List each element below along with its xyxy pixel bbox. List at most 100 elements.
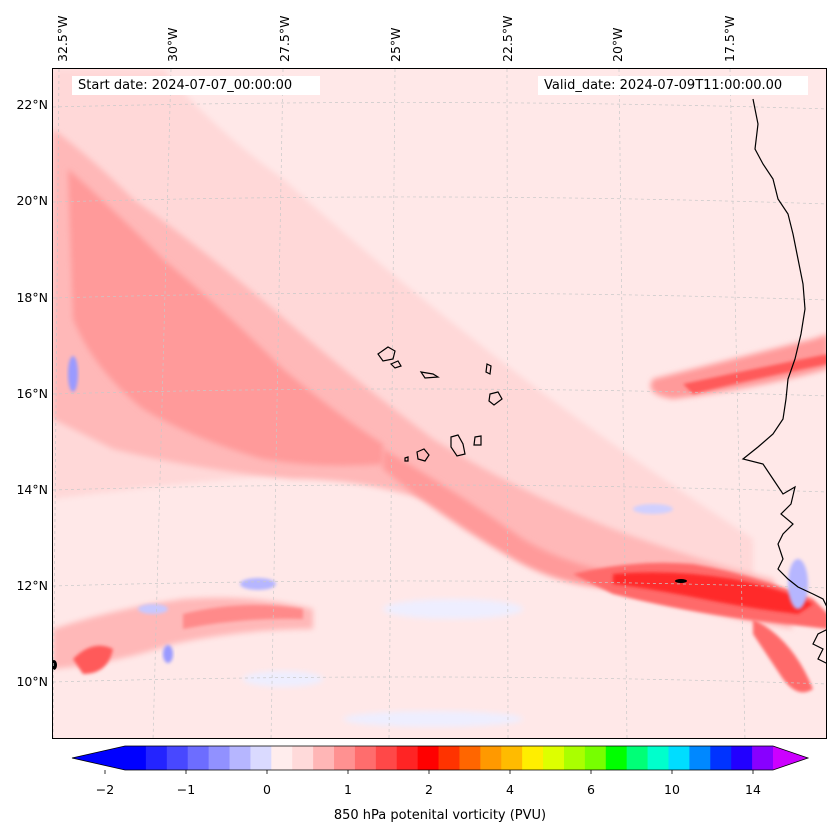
lon-label-32-5w: 32.5°W [55,15,70,62]
lon-label-17-5w: 17.5°W [722,15,737,62]
cbar-tick-neg2: −2 [95,782,115,797]
island-santiago [450,434,466,457]
colorbar-bin [668,746,690,770]
colorbar-bin [166,746,189,770]
island-sal [485,363,492,375]
gridline-lon-25w [388,69,396,738]
pv-spot-2 [53,660,57,670]
gridline-lat-12n [53,580,826,589]
lon-label-25w: 25°W [388,27,403,62]
pv-max-12n-core [613,572,813,614]
colorbar-outline [71,745,810,771]
start-date-text: Start date: 2024-07-07_00:00:00 [78,78,293,93]
colorbar-bin [229,746,252,770]
island-boa-vista [488,391,503,406]
gridline-lon-30w [152,69,172,738]
colorbar-bin [731,746,753,770]
pv-neg-patch-3 [138,604,168,614]
colorbar-bin [605,746,628,770]
colorbar-bin [710,746,732,770]
pv-max-coast [753,619,813,693]
colorbar-bin [563,746,586,770]
pv-band-northeast-core [683,354,826,394]
colorbar-bin [292,746,314,770]
gridline-lon-32-5w [53,69,60,738]
gridline-lat-14n [53,484,826,493]
island-santo-antao [377,346,396,362]
cbar-tick-6: 6 [587,782,595,797]
gridline-lon-17-5w [729,69,746,738]
colorbar-bin [501,746,523,770]
pv-contours [53,69,826,727]
valid-date-box: Valid_date: 2024-07-09T11:00:00.00 [538,76,808,95]
lat-label-12n: 12°N [16,578,48,593]
island-brava [404,456,409,462]
colorbar-bin [438,746,461,770]
island-maio [473,435,482,446]
lat-label-20n: 20°N [16,193,48,208]
gridline-lat-22n [53,102,826,110]
lon-label-27-5w: 27.5°W [277,15,292,62]
pv-neg-patch-6 [163,645,173,663]
island-sao-vicente [389,360,402,369]
colorbar-bin [647,746,670,770]
colorbar-bin [187,746,210,770]
pv-blob-southwest [73,645,113,674]
gridline-lat-16n [53,388,826,397]
pv-neg-patch-8 [243,671,323,687]
colorbar-bin [125,746,147,770]
lat-label-22n: 22°N [16,97,48,112]
colorbar-bin [752,746,774,770]
gridlines [53,69,826,738]
gridline-lat-18n [53,292,826,301]
colorbar-under-arrow [72,746,125,770]
gridline-lat-10n [53,676,826,685]
colorbar-bin [459,746,481,770]
colorbar-label: 850 hPa potenital vorticity (PVU) [333,808,547,823]
lon-label-30w: 30°W [165,27,180,62]
colorbar [71,745,810,774]
colorbar-bin [480,746,502,770]
lat-label-14n: 14°N [16,482,48,497]
cbar-tick-4: 4 [506,782,514,797]
colorbar-bin [626,746,649,770]
cbar-tick-1: 1 [344,782,352,797]
cbar-tick-14: 14 [745,782,761,797]
pv-neg-patch-5 [788,559,808,609]
gridline-lon-27-5w [270,69,284,738]
colorbar-bin [250,746,272,770]
colorbar-bin [313,746,335,770]
colorbar-over-arrow [773,746,808,770]
coastlines [377,98,826,664]
lon-label-22-5w: 22.5°W [500,15,515,62]
pv-spot-1 [675,579,687,583]
cbar-tick-0: 0 [263,782,271,797]
cbar-tick-10: 10 [664,782,680,797]
colorbar-bin [396,746,419,770]
map-panel [52,68,827,739]
island-fogo [416,448,430,462]
colorbar-bin [689,746,711,770]
lat-label-10n: 10°N [16,674,48,689]
gridline-lon-22-5w [506,69,509,738]
pv-neg-patch-9 [343,711,523,727]
pv-neg-patch-1 [68,356,78,392]
pv-neg-patch-2 [240,578,276,590]
cbar-tick-2: 2 [425,782,433,797]
lat-label-18n: 18°N [16,290,48,305]
colorbar-bin [334,746,356,770]
colorbar-bin [543,746,565,770]
start-date-box: Start date: 2024-07-07_00:00:00 [72,76,320,95]
colorbar-bin [145,746,168,770]
cbar-tick-neg1: −1 [176,782,196,797]
colorbar-bin [584,746,607,770]
gridline-lat-20n [53,196,826,205]
pv-band-core [68,169,383,466]
pv-neg-patch-4 [633,504,673,514]
africa-coastline-south [812,629,826,664]
colorbar-bin [375,746,398,770]
island-sao-nicolau [419,371,440,379]
colorbar-bin [417,746,440,770]
valid-date-text: Valid_date: 2024-07-09T11:00:00.00 [544,78,783,93]
colorbar-bin [354,746,377,770]
